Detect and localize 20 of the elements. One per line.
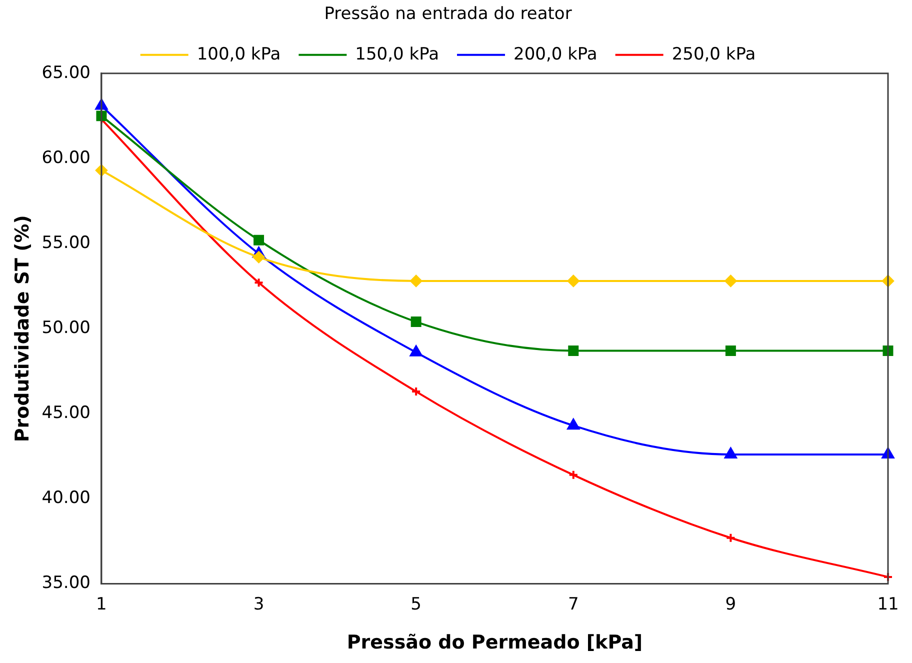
y-tick-label: 65.00 (42, 62, 90, 83)
x-tick-label: 11 (877, 594, 899, 614)
y-tick-label: 50.00 (42, 318, 90, 338)
x-tick-label: 3 (253, 594, 264, 614)
legend-label: 200,0 kPa (514, 44, 598, 64)
x-axis-title: Pressão do Permeado [kPa] (346, 632, 643, 654)
x-tick-label: 1 (96, 594, 107, 614)
y-tick-label: 55.00 (42, 232, 90, 253)
y-tick-label: 45.00 (42, 403, 90, 424)
legend-label: 250,0 kPa (672, 44, 756, 64)
legend-label: 150,0 kPa (355, 44, 440, 64)
y-axis-title: Produtividade ST (%) (11, 215, 34, 442)
y-tick-label: 35.00 (42, 573, 90, 594)
x-tick-label: 5 (410, 594, 422, 614)
y-tick-label: 60.00 (42, 148, 90, 168)
legend-label: 100,0 kPa (196, 44, 281, 64)
x-tick-label: 9 (725, 594, 736, 614)
x-tick-label: 7 (568, 594, 579, 614)
y-tick-label: 40.00 (42, 488, 90, 508)
legend-title: Pressão na entrada do reator (324, 4, 572, 24)
